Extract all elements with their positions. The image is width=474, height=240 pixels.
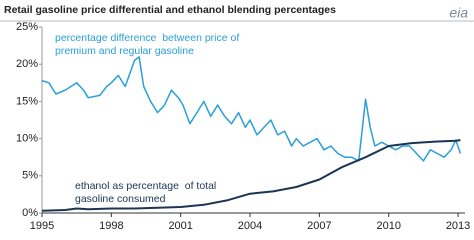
logo: eia	[449, 5, 468, 21]
x-tick-label: 2010	[376, 220, 400, 232]
x-tick-label: 2004	[238, 220, 262, 232]
y-tick-label: 25%	[16, 21, 38, 33]
y-tick-label: 5%	[22, 170, 38, 182]
series-line	[41, 139, 461, 212]
y-tick-label: 10%	[16, 133, 38, 145]
y-tick-label: 15%	[16, 95, 38, 107]
annotation: gasoline consumed	[75, 193, 166, 205]
x-tick-label: 2001	[168, 220, 192, 232]
x-tick-label: 2013	[446, 220, 470, 232]
y-tick-label: 20%	[16, 58, 38, 70]
annotation: premium and regular gasoline	[55, 45, 194, 57]
annotation: percentage difference between price of	[55, 32, 239, 44]
series-line	[41, 56, 462, 162]
annotation: ethanol as percentage of total	[75, 180, 216, 192]
chart-title: Retail gasoline price differential and e…	[4, 4, 336, 16]
x-tick-label: 1998	[99, 220, 123, 232]
x-tick-label: 2007	[307, 220, 331, 232]
x-tick-label: 1995	[30, 220, 54, 232]
y-tick-label: 0%	[22, 207, 38, 219]
